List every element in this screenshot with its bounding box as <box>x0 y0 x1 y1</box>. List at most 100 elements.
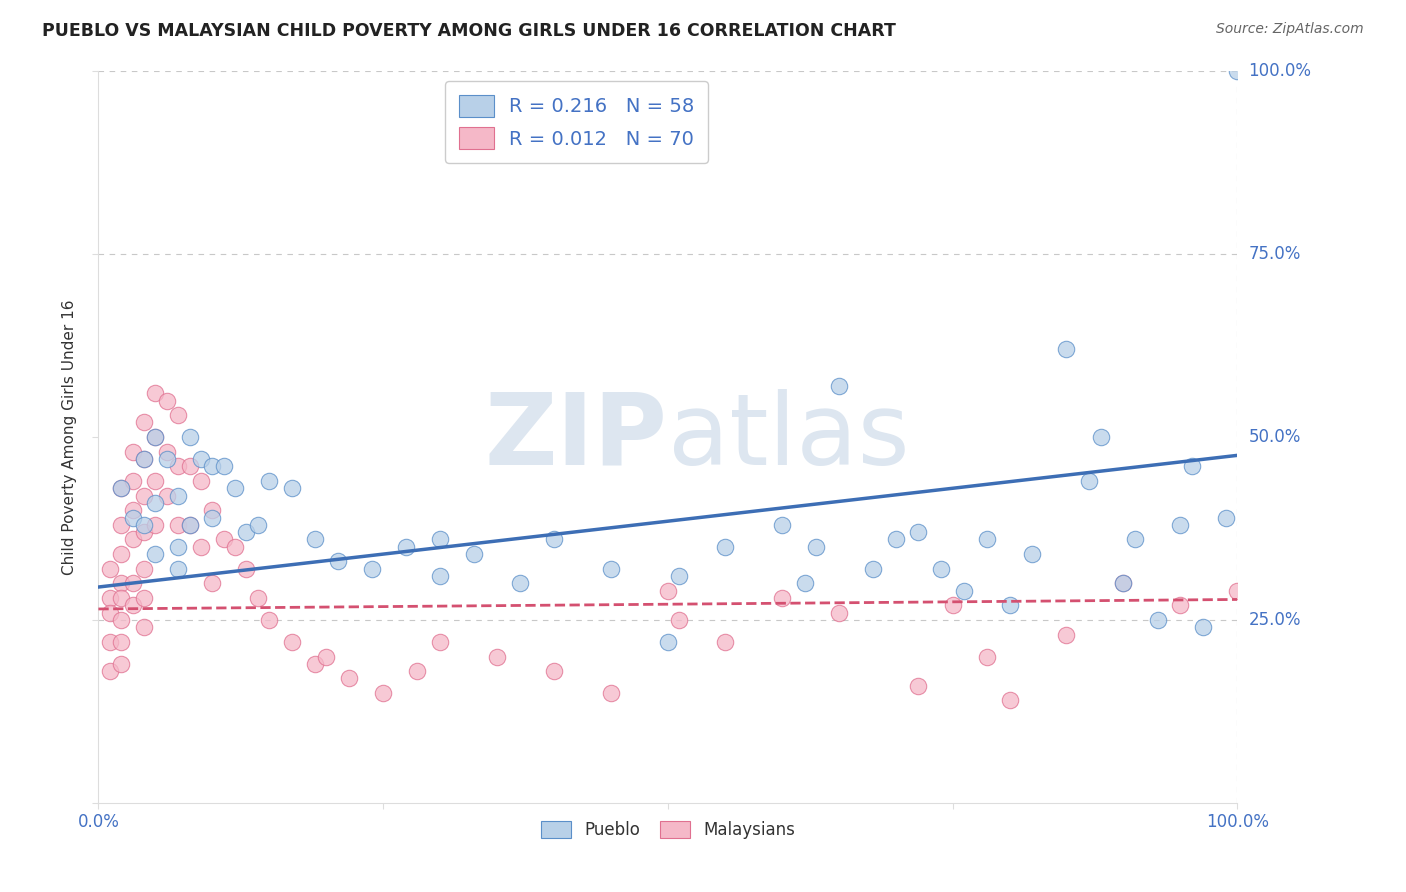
Point <box>156 452 179 467</box>
Text: PUEBLO VS MALAYSIAN CHILD POVERTY AMONG GIRLS UNDER 16 CORRELATION CHART: PUEBLO VS MALAYSIAN CHILD POVERTY AMONG … <box>42 22 896 40</box>
Point <box>304 533 326 547</box>
Point <box>132 489 155 503</box>
Point <box>326 554 349 568</box>
Point <box>201 459 224 474</box>
Point <box>600 562 623 576</box>
Point <box>714 635 737 649</box>
Point <box>1112 576 1135 591</box>
Point <box>190 474 212 488</box>
Point <box>132 620 155 634</box>
Point <box>201 503 224 517</box>
Point <box>1226 64 1249 78</box>
Point <box>110 481 132 495</box>
Point <box>1112 576 1135 591</box>
Point <box>121 444 143 458</box>
Text: atlas: atlas <box>668 389 910 485</box>
Point <box>132 591 155 605</box>
Point <box>862 562 884 576</box>
Point <box>828 379 851 393</box>
Point <box>1170 517 1192 532</box>
Point <box>907 525 929 540</box>
Point <box>145 517 167 532</box>
Y-axis label: Child Poverty Among Girls Under 16: Child Poverty Among Girls Under 16 <box>62 300 77 574</box>
Point <box>110 517 132 532</box>
Point <box>1078 474 1101 488</box>
Point <box>429 569 451 583</box>
Point <box>145 496 167 510</box>
Point <box>1054 627 1078 641</box>
Point <box>907 679 929 693</box>
Point <box>657 635 679 649</box>
Point <box>246 591 269 605</box>
Point <box>145 386 167 401</box>
Point <box>1181 459 1204 474</box>
Point <box>406 664 429 678</box>
Point <box>793 576 815 591</box>
Point <box>110 591 132 605</box>
Point <box>167 489 190 503</box>
Point <box>259 474 281 488</box>
Point <box>132 525 155 540</box>
Point <box>235 562 257 576</box>
Point <box>1146 613 1168 627</box>
Point <box>190 540 212 554</box>
Point <box>98 562 121 576</box>
Point <box>121 510 143 524</box>
Point <box>132 562 155 576</box>
Point <box>224 540 246 554</box>
Point <box>235 525 257 540</box>
Point <box>212 459 235 474</box>
Point <box>190 452 212 467</box>
Point <box>976 649 998 664</box>
Point <box>212 533 235 547</box>
Text: 25.0%: 25.0% <box>1249 611 1301 629</box>
Point <box>657 583 679 598</box>
Point <box>281 481 304 495</box>
Point <box>543 533 565 547</box>
Point <box>110 481 132 495</box>
Point <box>1170 599 1192 613</box>
Point <box>304 657 326 671</box>
Point <box>463 547 485 561</box>
Point <box>98 635 121 649</box>
Point <box>371 686 394 700</box>
Point <box>179 430 201 444</box>
Point <box>167 459 190 474</box>
Point <box>1226 583 1249 598</box>
Point <box>145 474 167 488</box>
Point <box>110 657 132 671</box>
Point <box>360 562 382 576</box>
Point <box>167 408 190 422</box>
Point <box>224 481 246 495</box>
Point <box>156 444 179 458</box>
Point <box>121 576 143 591</box>
Point <box>201 510 224 524</box>
Point <box>201 576 224 591</box>
Point <box>167 562 190 576</box>
Point <box>486 649 509 664</box>
Point <box>337 672 360 686</box>
Point <box>110 547 132 561</box>
Point <box>942 599 965 613</box>
Point <box>429 635 451 649</box>
Point <box>1090 430 1112 444</box>
Point <box>121 533 143 547</box>
Point <box>804 540 827 554</box>
Point <box>953 583 976 598</box>
Point <box>929 562 952 576</box>
Point <box>167 540 190 554</box>
Point <box>132 452 155 467</box>
Point <box>246 517 269 532</box>
Point <box>976 533 998 547</box>
Point <box>998 693 1021 707</box>
Point <box>167 517 190 532</box>
Point <box>1215 510 1237 524</box>
Point <box>1054 343 1078 357</box>
Text: ZIP: ZIP <box>485 389 668 485</box>
Text: 100.0%: 100.0% <box>1249 62 1312 80</box>
Point <box>1021 547 1043 561</box>
Point <box>429 533 451 547</box>
Text: 75.0%: 75.0% <box>1249 245 1301 263</box>
Point <box>110 635 132 649</box>
Point <box>179 517 201 532</box>
